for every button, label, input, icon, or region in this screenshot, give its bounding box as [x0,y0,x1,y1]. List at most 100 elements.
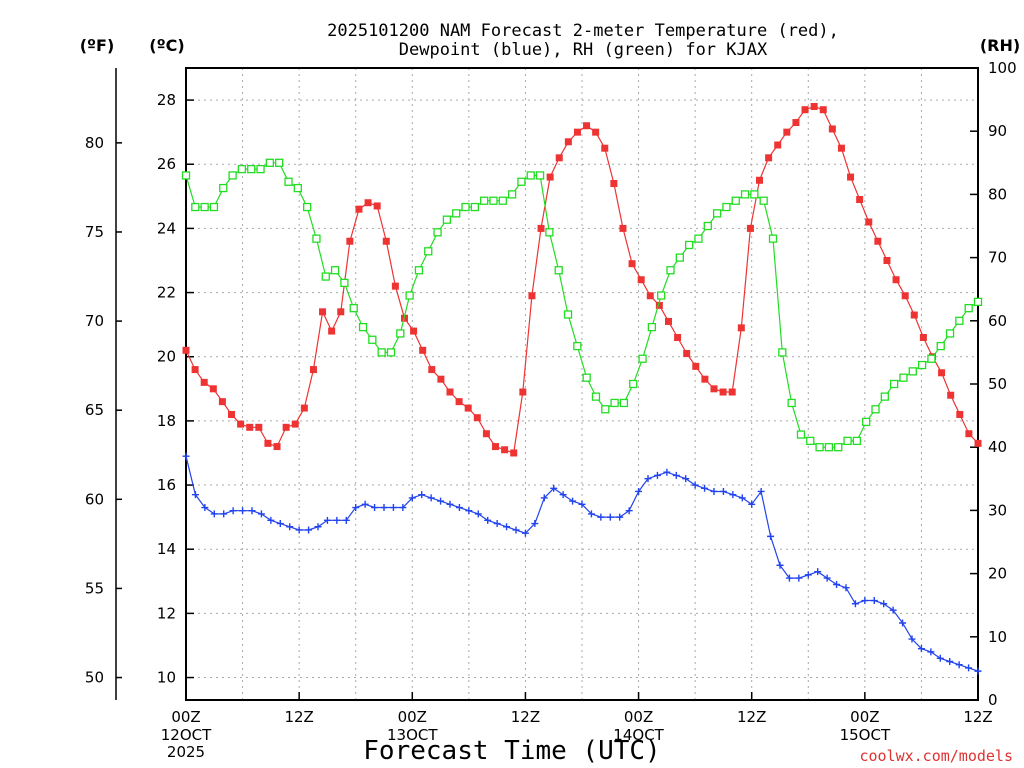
celsius-unit-label: (ºC) [149,36,184,55]
relative-humidity-point [563,310,573,319]
relative-humidity-point [778,348,787,357]
relative-humidity-point [377,348,386,357]
temperature-point [373,202,381,210]
chart-title-line2: Dewpoint (blue), RH (green) for KJAX [399,40,768,60]
relative-humidity-point [526,171,535,180]
relative-humidity-point [396,329,405,338]
x-axis-label: Forecast Time (UTC) [363,736,660,766]
temperature-point [783,128,791,136]
relative-humidity-point [200,202,209,212]
temperature-point [583,122,591,130]
dewpoint-point [248,507,256,515]
temperature-point [692,362,700,370]
relative-humidity-point [852,436,862,446]
temperature-point [391,282,399,290]
dewpoint-point [437,497,445,505]
relative-humidity-point [712,209,722,218]
relative-humidity-point [927,354,936,363]
dewpoint-point [672,471,680,479]
temperature-point [337,308,345,316]
temperature-point [683,350,691,358]
temperature-point [710,385,718,393]
temperature-point [209,385,217,393]
relative-humidity-point [247,164,256,174]
credit-text: coolwx.com/models [859,747,1013,765]
relative-humidity-point [219,183,228,193]
temperature-point [200,378,208,386]
dewpoint-point [314,523,322,531]
relative-humidity-point [973,297,983,306]
dewpoint-point [408,494,416,502]
relative-humidity-point [796,430,806,439]
temperature-point [974,439,982,447]
x-tick-label: 00Z [850,708,879,726]
dewpoint-point [823,574,831,582]
relative-humidity-point [535,171,545,180]
dewpoint-point [861,597,869,605]
y-tick-label-celsius: 26 [157,155,176,173]
dewpoint-point [738,494,746,502]
y-tick-label-rh: 70 [988,249,1007,267]
dewpoint-point [814,568,822,576]
relative-humidity-point [824,443,834,452]
relative-humidity-point [209,202,219,212]
y-tick-label-rh: 100 [988,59,1017,77]
temperature-point [328,327,336,335]
relative-humidity-point [414,266,424,275]
temperature-point [237,420,245,428]
dewpoint-point [653,471,661,479]
dewpoint-point [870,597,878,605]
y-tick-label-fahrenheit: 75 [85,223,104,241]
temperature-point [528,292,536,300]
relative-humidity-point [750,190,759,199]
dewpoint-point [427,494,435,502]
relative-humidity-point [368,335,377,344]
dewpoint-point [587,510,595,518]
rh-unit-label: (RH) [980,36,1020,55]
dewpoint-point [389,504,397,512]
relative-humidity-point [330,266,340,275]
dewpoint-point [465,507,473,515]
y-tick-label-rh: 40 [988,438,1007,456]
y-tick-label-rh: 80 [988,185,1007,203]
temperature-point [765,154,773,162]
dewpoint-point [267,516,275,524]
temperature-point [774,141,782,149]
relative-humidity-point [582,373,591,382]
temperature-point [501,446,509,454]
temperature-point [446,388,454,396]
dewpoint-point [804,571,812,579]
relative-humidity-point [545,228,554,237]
temperature-point [382,237,390,245]
relative-humidity-point [265,158,275,167]
temperature-point [819,106,827,114]
temperature-point [419,346,427,354]
dewpoint-point [880,600,888,608]
y-tick-label-celsius: 10 [157,669,176,687]
x-tick-date-label: 13OCT [387,726,438,744]
temperature-point [473,414,481,422]
temperature-point [309,366,317,374]
dewpoint-point [889,606,897,614]
relative-humidity-point [871,405,880,414]
dewpoint-point [785,574,793,582]
data-series [181,102,983,675]
y-tick-label-celsius: 16 [157,476,176,494]
dewpoint-point [616,513,624,521]
y-tick-label-rh: 50 [988,375,1007,393]
temperature-point [291,420,299,428]
relative-humidity-point [899,373,908,382]
y-tick-label-celsius: 18 [157,412,176,430]
temperature-point [319,308,327,316]
temperature-point [628,260,636,268]
x-tick-date-label: 15OCT [840,726,891,744]
dewpoint-point [606,513,614,521]
temperature-point [655,301,663,309]
dewpoint-point [936,654,944,662]
relative-humidity-point [815,443,824,452]
temperature-point [810,102,818,110]
temperature-point [410,327,418,335]
dewpoint-point [531,520,539,528]
relative-humidity-point [573,341,582,351]
chart-title-line1: 2025101200 NAM Forecast 2-meter Temperat… [327,21,839,41]
